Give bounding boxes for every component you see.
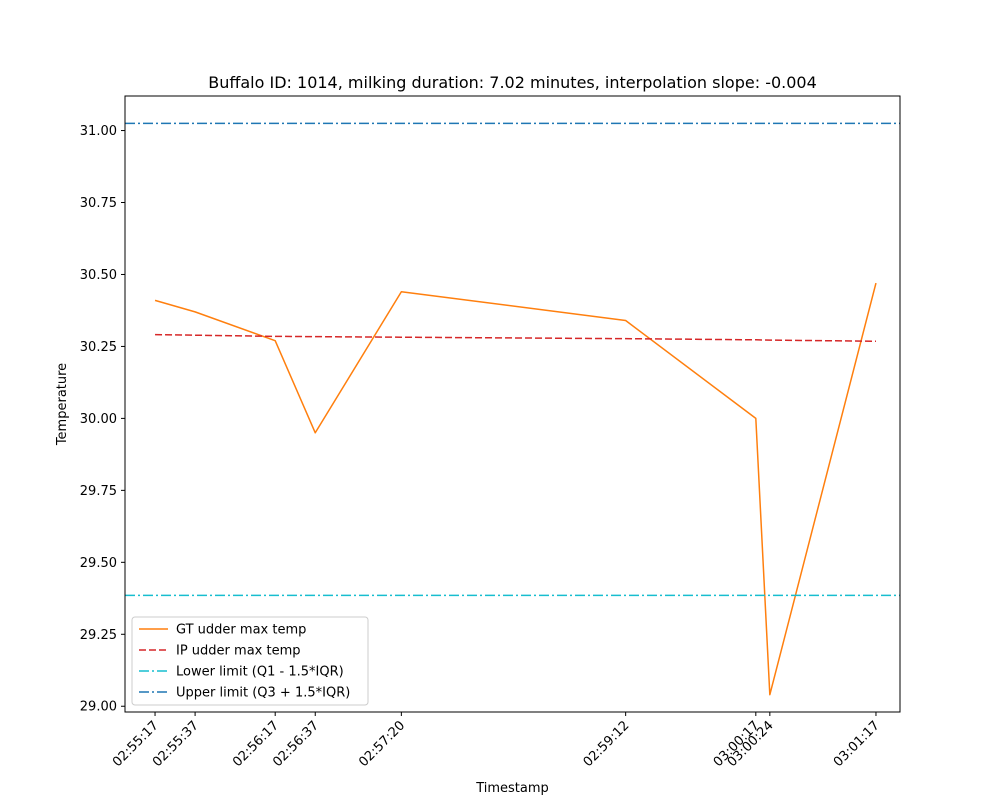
y-axis-label: Temperature [55, 363, 70, 446]
y-tick-label: 29.50 [80, 556, 117, 571]
legend-label-lower-limit-q1-1-5-iqr: Lower limit (Q1 - 1.5*IQR) [176, 665, 344, 680]
series-line-ip-udder-max-temp [155, 333, 876, 342]
series-line-gt-udder-max-temp [154, 282, 877, 696]
x-tick-label: 02:59:12 [581, 718, 633, 770]
y-tick-label: 29.00 [80, 700, 117, 715]
y-tick-label: 30.50 [80, 268, 117, 283]
chart-title: Buffalo ID: 1014, milking duration: 7.02… [208, 73, 817, 92]
y-tick-label: 29.75 [80, 484, 117, 499]
y-tick-label: 30.75 [80, 196, 117, 211]
y-axis: 29.00 29.25 29.50 29.75 30.00 30.25 30.50 30.75… [80, 124, 125, 715]
y-tick-label: 29.25 [80, 628, 117, 643]
plot-frame [124, 95, 901, 713]
legend-box [131, 616, 369, 706]
x-axis-label: Timestamp [475, 781, 549, 796]
y-tick-label: 31.00 [80, 124, 117, 139]
y-tick-label: 30.25 [80, 340, 117, 355]
legend-label-upper-limit-q3-1-5-iqr: Upper limit (Q3 + 1.5*IQR) [176, 686, 350, 701]
legend: GT udder max temp IP udder max temp Lower … [131, 616, 369, 706]
legend-label-ip-udder-max-temp: IP udder max temp [176, 644, 301, 659]
x-tick-label: 02:57:20 [356, 718, 408, 770]
y-tick-label: 30.00 [80, 412, 117, 427]
legend-label-gt-udder-max-temp: GT udder max temp [176, 623, 306, 638]
plot-lines [125, 122, 900, 696]
x-tick-label: 03:01:17 [831, 718, 883, 770]
